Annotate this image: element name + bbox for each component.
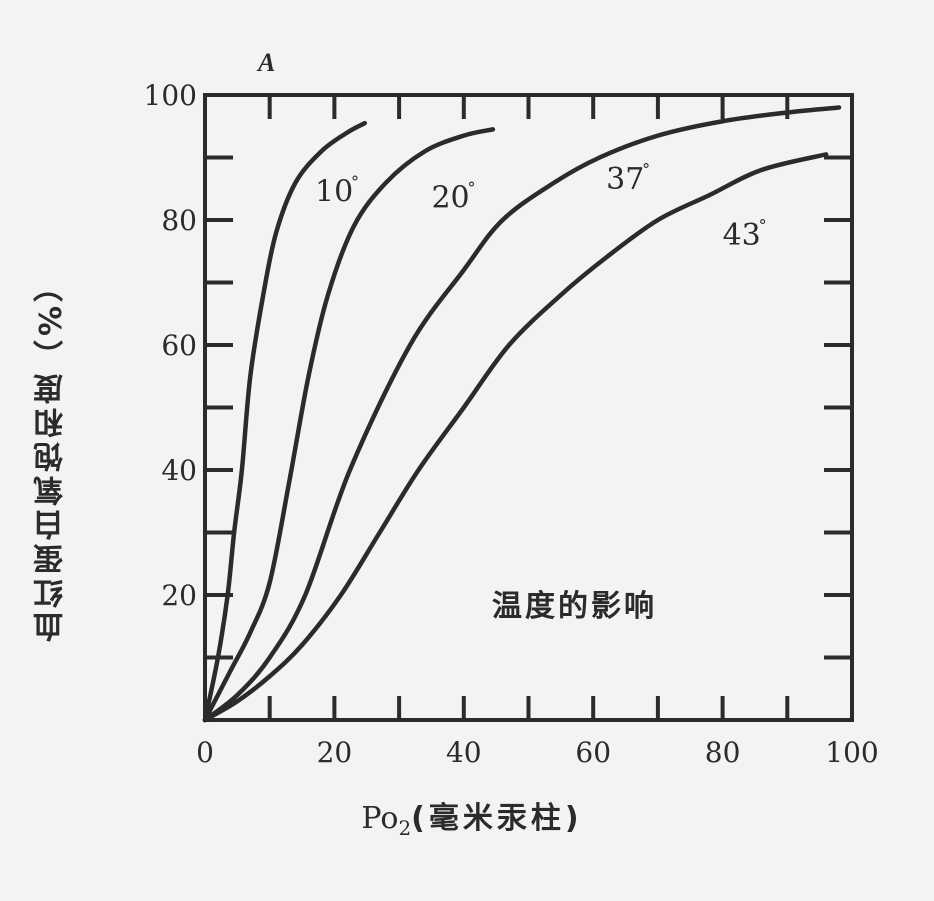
x-axis-label-subscript: 2 xyxy=(398,816,412,840)
curve-label: 37 xyxy=(606,162,644,197)
x-tick-label: 100 xyxy=(825,736,878,769)
x-axis-label: Po2(毫米汞柱) xyxy=(0,793,934,840)
x-tick-label: 40 xyxy=(446,736,482,769)
x-tick-label: 20 xyxy=(317,736,353,769)
y-tick-label: 20 xyxy=(161,579,197,612)
chart-annotation: 温度的影响 xyxy=(492,589,657,624)
curve-20c xyxy=(202,127,496,723)
x-tick-label: 80 xyxy=(705,736,741,769)
x-axis-label-prefix: Po xyxy=(361,801,399,836)
curve-label: 20 xyxy=(431,181,469,216)
curve-37c xyxy=(202,105,842,723)
curve-label: 10 xyxy=(315,174,353,209)
panel-letter: A xyxy=(258,48,276,77)
y-tick-label: 40 xyxy=(161,454,197,487)
x-tick-label: 60 xyxy=(575,736,611,769)
degree-symbol: ° xyxy=(467,179,475,198)
y-tick-label: 80 xyxy=(161,204,197,237)
y-tick-label: 60 xyxy=(161,329,197,362)
curve-label: 43 xyxy=(723,218,761,253)
x-axis-label-unit: (毫米汞柱) xyxy=(411,801,583,836)
y-tick-label: 100 xyxy=(144,79,197,112)
degree-symbol: ° xyxy=(642,160,650,179)
curve-10c xyxy=(202,120,368,723)
degree-symbol: ° xyxy=(759,216,767,235)
curve-43c xyxy=(202,152,829,723)
x-tick-label: 0 xyxy=(196,736,214,769)
degree-symbol: ° xyxy=(351,172,359,191)
